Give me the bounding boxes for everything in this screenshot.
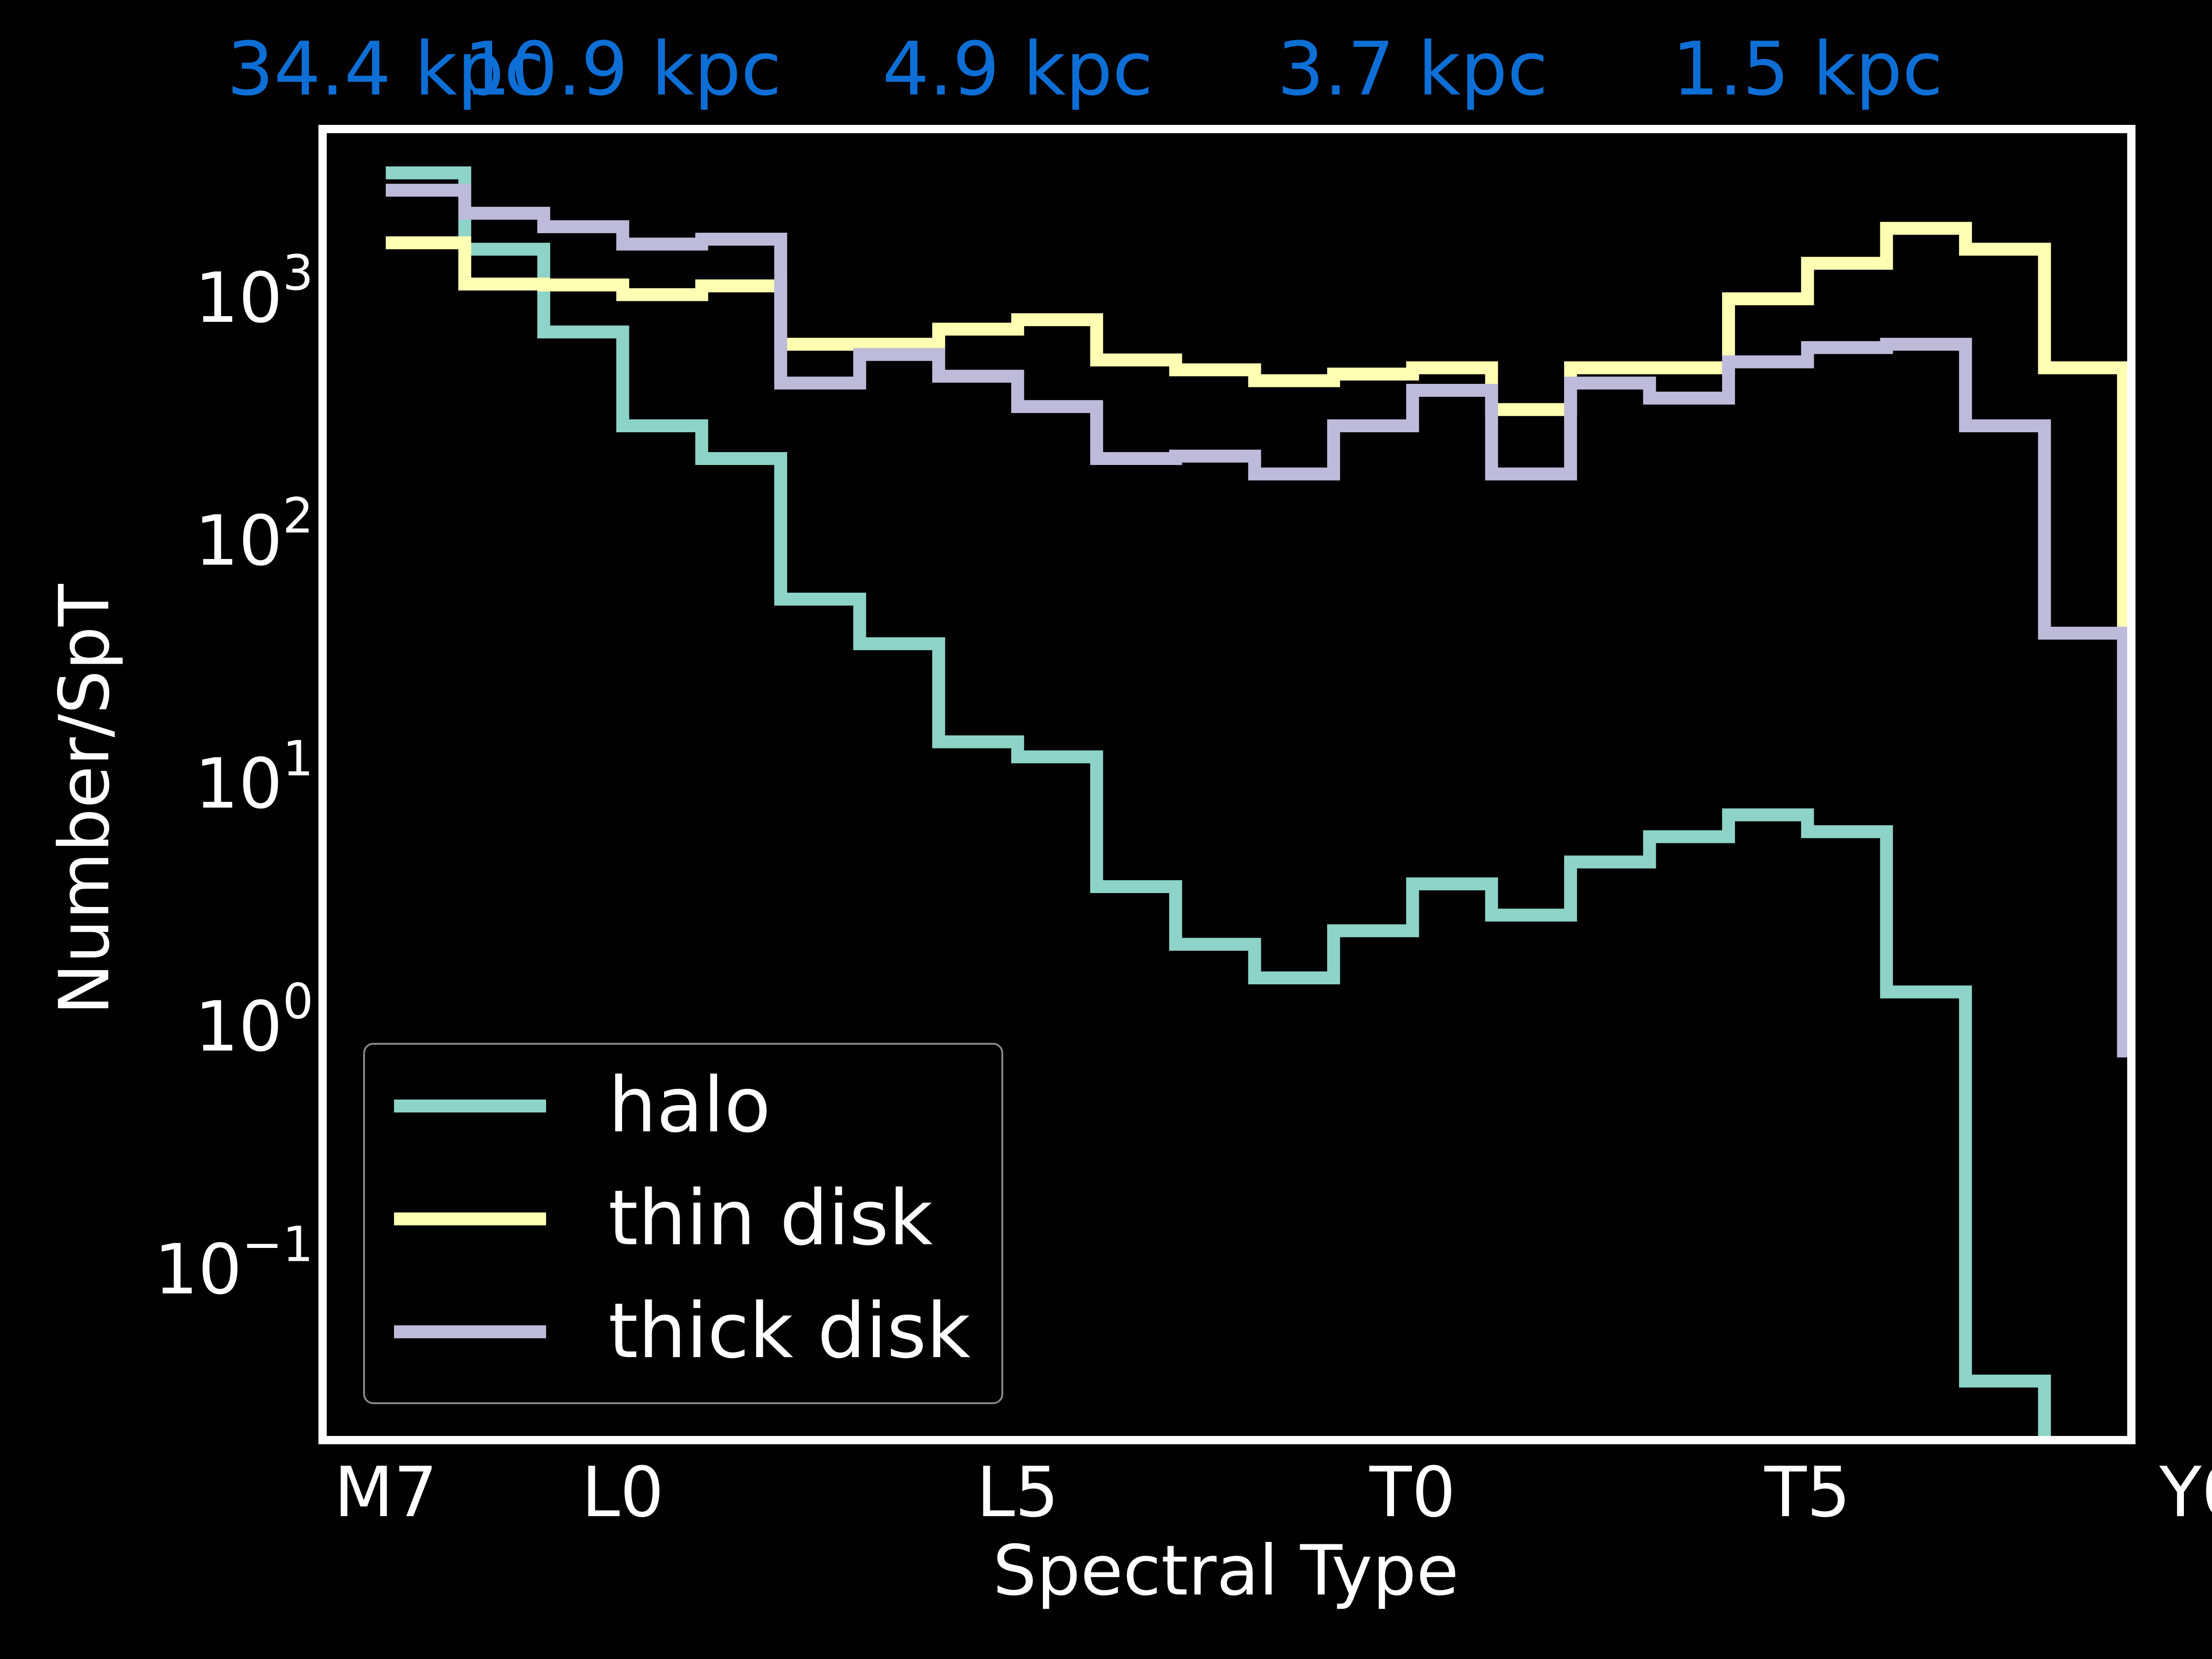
series-line-thick-disk (386, 183, 2131, 1058)
x-tick-label: M7 (334, 1453, 438, 1533)
legend-label: thick disk (608, 1287, 971, 1375)
series-line-thin-disk (386, 222, 2131, 724)
distance-label: 10.9 kpc (464, 26, 782, 112)
x-axis: M7 L0 L5 T0 T5 Y0 (334, 1453, 2212, 1533)
y-axis-label: Number/SpT (45, 583, 125, 1015)
y-tick-label: 10−1 (154, 1217, 313, 1310)
distance-label: 34.4 kpc (227, 26, 544, 112)
plot-frame (318, 125, 2136, 1444)
series-layer (386, 166, 2131, 1440)
x-tick-label: L5 (977, 1453, 1059, 1533)
x-tick-label: T5 (1764, 1453, 1851, 1533)
distance-label: 3.7 kpc (1277, 26, 1548, 112)
legend-label: halo (608, 1061, 771, 1149)
x-tick-label: Y0 (2159, 1453, 2212, 1533)
x-tick-label: T0 (1369, 1453, 1456, 1533)
legend: halo thin disk thick disk (363, 1043, 1003, 1404)
distance-label: 1.5 kpc (1672, 26, 1943, 112)
y-axis: 10−1 100 101 102 103 (154, 245, 313, 1310)
legend-box (363, 1043, 1003, 1404)
y-tick-label: 103 (194, 245, 313, 338)
y-tick-label: 102 (194, 488, 313, 581)
y-tick-label: 101 (194, 731, 313, 824)
x-axis-label: Spectral Type (993, 1531, 1459, 1611)
y-tick-label: 100 (194, 974, 313, 1067)
series-line-halo (386, 166, 2051, 1440)
distance-label: 4.9 kpc (882, 26, 1153, 112)
x-tick-label: L0 (582, 1453, 664, 1533)
legend-label: thin disk (608, 1174, 933, 1262)
